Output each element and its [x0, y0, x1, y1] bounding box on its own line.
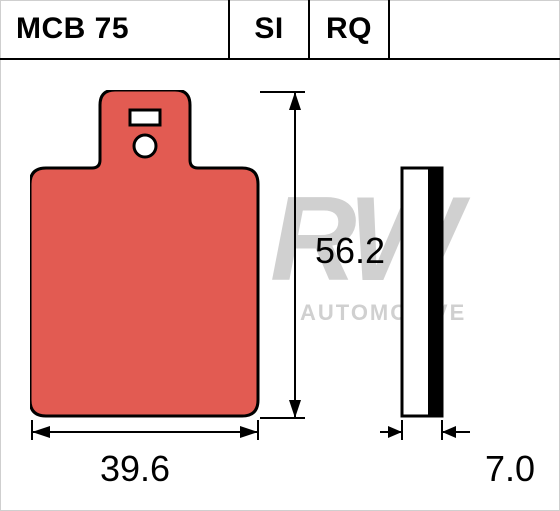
width-dim-label: 39.6: [100, 448, 170, 490]
header-cell-rq: RQ: [310, 0, 390, 60]
side-backplate: [428, 168, 442, 416]
mount-hole: [134, 135, 156, 157]
header-main: MCB 75: [0, 0, 230, 60]
header-cell-si: SI: [230, 0, 310, 60]
mount-slot: [130, 110, 160, 125]
height-dim: [260, 90, 320, 420]
header-row: MCB 75 SI RQ: [0, 0, 560, 60]
height-dim-label: 56.2: [315, 230, 385, 272]
header-spacer: [390, 0, 560, 60]
brake-pad-front-svg: [30, 90, 260, 420]
brake-pad-side-svg: [400, 90, 460, 420]
thickness-dim-label: 7.0: [485, 448, 535, 490]
